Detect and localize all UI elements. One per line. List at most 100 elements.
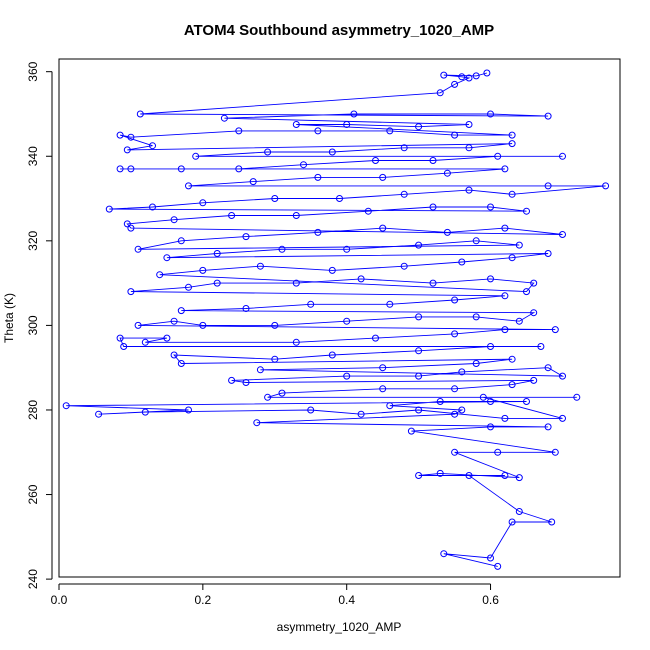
data-point xyxy=(364,207,372,215)
x-axis: 0.0 0.2 0.4 0.6 xyxy=(51,583,499,607)
data-point xyxy=(249,178,257,186)
data-point xyxy=(429,203,437,211)
data-point xyxy=(292,338,300,346)
data-point xyxy=(465,121,473,128)
data-point xyxy=(458,368,466,376)
data-point xyxy=(415,347,423,355)
data-point xyxy=(136,110,144,118)
data-point xyxy=(537,343,545,350)
data-point xyxy=(523,207,530,215)
series-layer xyxy=(62,69,610,570)
data-point xyxy=(436,89,444,97)
data-point xyxy=(105,205,113,213)
data-point xyxy=(379,364,387,372)
data-point xyxy=(436,469,444,477)
data-point xyxy=(415,406,423,414)
data-point xyxy=(436,398,444,405)
data-point xyxy=(127,133,135,141)
data-point xyxy=(523,288,530,296)
data-point xyxy=(220,114,228,122)
data-point xyxy=(386,127,394,135)
data-point xyxy=(494,152,502,160)
data-point xyxy=(242,305,250,312)
data-point xyxy=(123,220,131,228)
data-point xyxy=(134,321,142,329)
data-point xyxy=(328,148,336,156)
data-point xyxy=(177,237,185,245)
data-point xyxy=(307,406,315,414)
data-point xyxy=(379,224,387,232)
data-point xyxy=(235,127,243,135)
data-point xyxy=(328,266,336,274)
data-point xyxy=(213,279,221,287)
data-point xyxy=(508,140,516,148)
data-point xyxy=(487,110,494,118)
data-point xyxy=(451,80,459,88)
data-point xyxy=(508,518,516,526)
x-tick-label: 0.0 xyxy=(51,593,68,607)
data-point xyxy=(494,562,502,570)
data-point xyxy=(458,73,466,81)
y-tick-label: 260 xyxy=(26,484,40,504)
data-point xyxy=(494,448,502,456)
data-point xyxy=(501,472,509,479)
data-point xyxy=(357,275,365,283)
data-point xyxy=(544,423,552,431)
data-point xyxy=(177,360,185,367)
data-point xyxy=(213,250,221,257)
data-point xyxy=(544,182,552,190)
data-point xyxy=(328,351,336,359)
data-point xyxy=(343,121,351,128)
data-point xyxy=(559,231,566,238)
data-point xyxy=(116,165,124,173)
y-tick-label: 360 xyxy=(26,61,40,81)
data-point xyxy=(163,254,171,262)
data-point xyxy=(465,472,473,479)
data-point xyxy=(149,203,156,211)
data-point xyxy=(123,146,131,154)
data-point xyxy=(116,334,124,342)
data-point xyxy=(271,321,279,329)
data-point xyxy=(170,351,178,359)
data-point xyxy=(451,385,459,393)
data-point xyxy=(292,212,300,219)
data-point xyxy=(185,406,192,414)
data-point xyxy=(199,199,207,207)
data-point xyxy=(256,262,264,270)
data-point xyxy=(372,334,379,342)
data-point xyxy=(156,271,164,279)
data-point xyxy=(141,338,149,346)
y-axis-label: Theta (K) xyxy=(2,293,16,343)
data-point xyxy=(472,313,480,321)
data-point xyxy=(120,343,128,350)
data-point xyxy=(307,300,315,308)
data-point xyxy=(487,398,494,405)
data-point xyxy=(472,72,480,80)
data-point xyxy=(343,317,351,325)
data-point xyxy=(62,402,70,410)
data-point xyxy=(440,550,448,558)
series-line xyxy=(66,72,606,567)
data-point xyxy=(350,110,358,118)
data-point xyxy=(523,398,530,405)
data-point xyxy=(134,245,142,253)
data-point xyxy=(185,182,192,190)
data-point xyxy=(314,173,322,181)
data-point xyxy=(487,275,494,283)
data-point xyxy=(292,121,300,128)
data-point xyxy=(149,142,156,150)
data-point xyxy=(242,379,250,386)
data-point xyxy=(199,321,207,329)
data-point xyxy=(379,385,387,393)
data-point xyxy=(451,131,459,139)
data-point xyxy=(443,169,451,177)
data-point xyxy=(443,228,451,236)
data-point xyxy=(235,165,243,173)
y-tick-label: 340 xyxy=(26,146,40,166)
data-point xyxy=(127,288,135,296)
data-point xyxy=(407,427,415,435)
data-point xyxy=(458,258,466,266)
y-axis: 240 260 280 300 320 340 360 xyxy=(26,61,53,589)
data-point xyxy=(95,410,103,418)
